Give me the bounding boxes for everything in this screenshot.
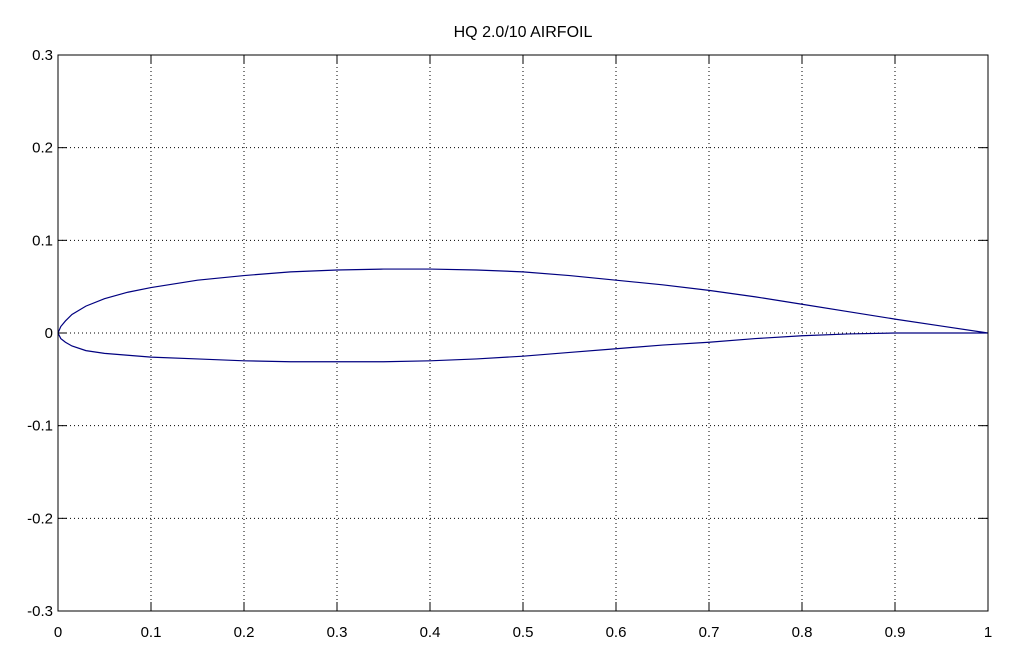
x-tick-label: 0.4 — [420, 624, 441, 641]
y-tick-label: 0.3 — [32, 47, 53, 64]
y-tick-label: 0 — [45, 325, 53, 342]
x-tick-label: 0.9 — [885, 624, 906, 641]
axes-frame — [57, 54, 989, 612]
grid — [58, 55, 988, 611]
x-tick-label: 0.6 — [606, 624, 627, 641]
y-tick-labels: -0.3 -0.2 -0.1 0 0.1 0.2 0.3 — [27, 47, 53, 620]
chart-title: HQ 2.0/10 AIRFOIL — [454, 24, 593, 41]
x-tick-label: 0.8 — [792, 624, 813, 641]
x-tick-labels: 0 0.1 0.2 0.3 0.4 0.5 0.6 0.7 0.8 0.9 1 — [54, 624, 992, 641]
x-tick-label: 0.3 — [327, 624, 348, 641]
y-tick-label: 0.2 — [32, 140, 53, 157]
y-tick-label: -0.3 — [27, 603, 53, 620]
x-tick-label: 0.5 — [513, 624, 534, 641]
x-tick-label: 0 — [54, 624, 62, 641]
x-tick-label: 0.7 — [699, 624, 720, 641]
y-tick-label: 0.1 — [32, 232, 53, 249]
y-tick-label: -0.2 — [27, 510, 53, 527]
x-tick-label: 0.2 — [234, 624, 255, 641]
x-tick-label: 0.1 — [141, 624, 162, 641]
x-tick-label: 1 — [984, 624, 992, 641]
y-tick-label: -0.1 — [27, 418, 53, 435]
